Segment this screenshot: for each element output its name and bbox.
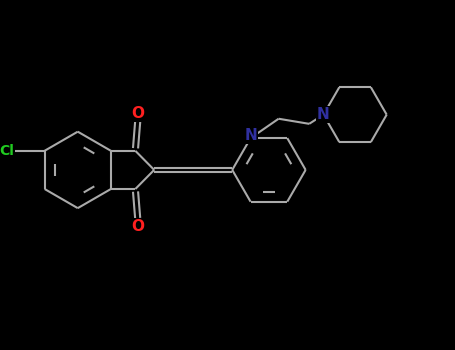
Text: O: O [131, 106, 144, 120]
Text: Cl: Cl [0, 144, 14, 158]
Text: N: N [244, 128, 257, 143]
Text: O: O [131, 219, 144, 234]
Text: N: N [317, 107, 330, 122]
